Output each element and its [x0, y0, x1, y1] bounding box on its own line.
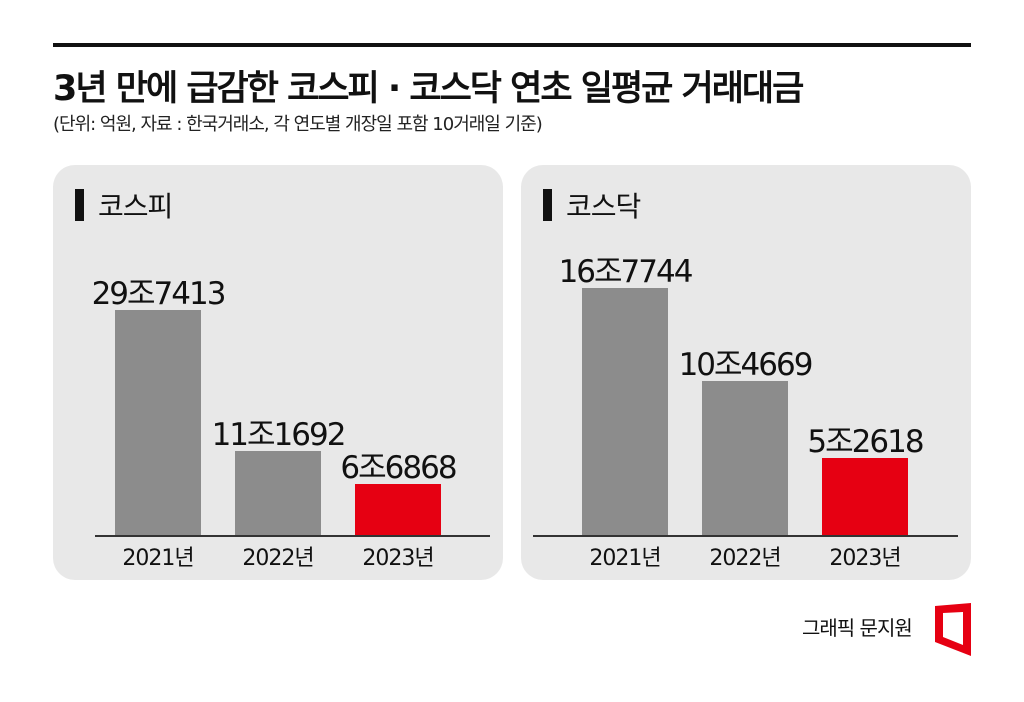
- chart-subtitle: (단위: 억원, 자료 : 한국거래소, 각 연도별 개장일 포함 10거래일 …: [53, 114, 543, 135]
- bar-2022년: [235, 450, 321, 535]
- x-tick-label: 2022년: [709, 546, 781, 571]
- bar-2023년: [822, 457, 908, 535]
- panel-title-wrap: 코스닥: [543, 185, 641, 225]
- baseline: [95, 535, 490, 537]
- bar-2021년: [115, 310, 201, 535]
- panel-title: 코스닥: [566, 190, 641, 223]
- title-marker: [543, 189, 552, 221]
- bar-2022년: [702, 380, 788, 535]
- bar-2021년: [582, 288, 668, 535]
- data-label: 6조6868: [340, 450, 457, 487]
- x-tick-label: 2021년: [589, 546, 661, 571]
- data-label: 16조7744: [558, 254, 694, 290]
- data-label: 5조2618: [807, 423, 924, 460]
- top-rule: [53, 43, 971, 47]
- data-label: 29조7413: [91, 276, 227, 312]
- logo-icon: [935, 603, 971, 656]
- kosdaq-panel: 코스닥 16조7744 2021년 10조4669 2022년 5조2618 2023년: [521, 165, 971, 580]
- kospi-panel: 코스피 29조7413 2021년 11조1692 2022년 6조6868 2023년: [53, 165, 503, 580]
- panel-title-wrap: 코스피: [75, 185, 173, 225]
- bar-2023년: [355, 484, 441, 535]
- baseline: [533, 535, 958, 537]
- data-label: 10조4669: [678, 346, 814, 383]
- x-tick-label: 2021년: [122, 546, 194, 571]
- data-label: 11조1692: [211, 416, 347, 453]
- title-marker: [75, 189, 84, 221]
- chart-title: 3년 만에 급감한 코스피 · 코스닥 연초 일평균 거래대금: [53, 69, 804, 109]
- x-tick-label: 2023년: [829, 546, 901, 571]
- x-tick-label: 2022년: [242, 546, 314, 571]
- x-tick-label: 2023년: [362, 546, 434, 571]
- panel-title: 코스피: [98, 190, 173, 223]
- graphic-credit: 그래픽 문지원: [802, 616, 913, 640]
